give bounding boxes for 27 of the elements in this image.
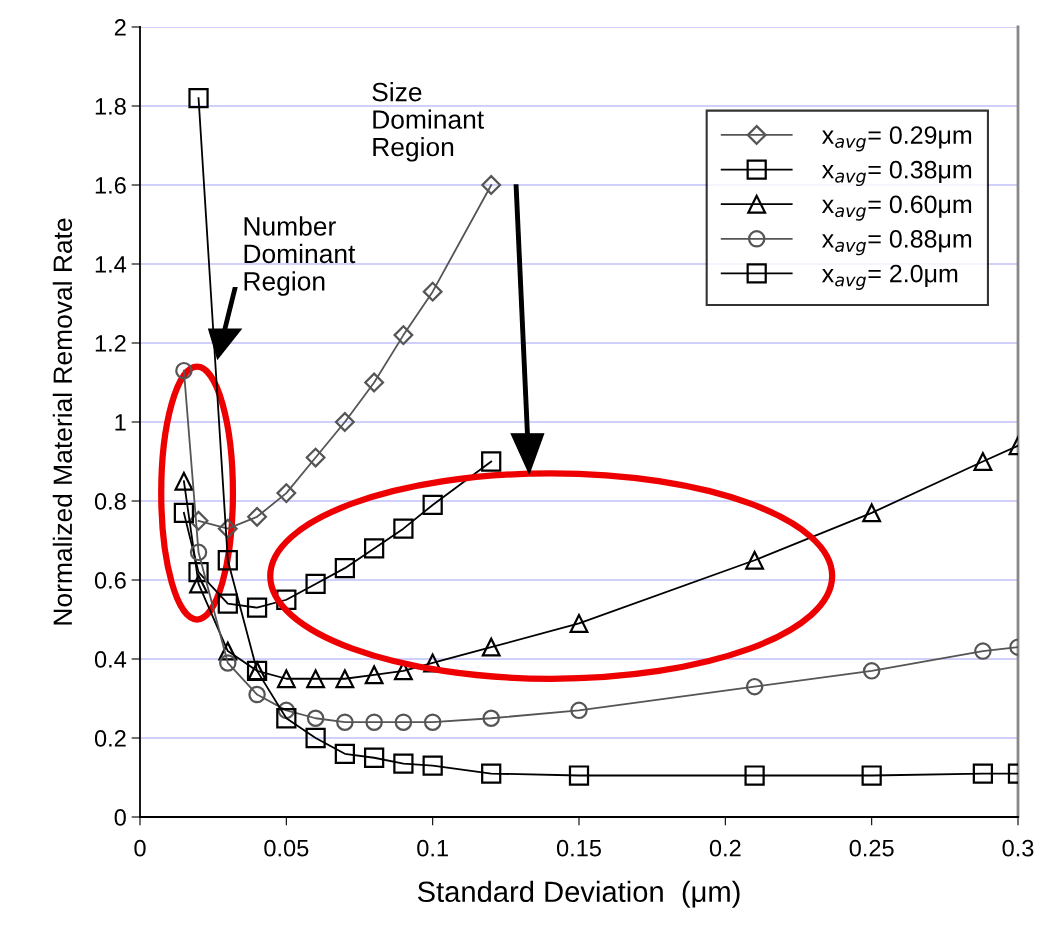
x-tick-label: 0.15: [556, 839, 601, 857]
legend-label: x$_{avg}$= 2.0μm: [821, 264, 958, 290]
y-tick-label: 1.2: [95, 335, 126, 352]
y-tick-label: 1.4: [95, 256, 127, 273]
legend-label: x$_{avg}$= 0.88μm: [821, 230, 972, 256]
x-tick-label: 0.2: [709, 839, 741, 857]
x-tick-label: 0: [134, 839, 146, 857]
y-tick-label: 2: [114, 19, 126, 36]
x-tick-label: 0.25: [849, 839, 894, 857]
legend-label: x$_{avg}$= 0.29μm: [821, 126, 972, 152]
y-axis-title: Normalized Material Removal Rate: [52, 218, 73, 625]
legend-label: x$_{avg}$= 0.60μm: [821, 195, 972, 221]
x-tick-label: 0.3: [1002, 839, 1034, 857]
y-tick-label: 0.8: [94, 493, 126, 510]
y-tick-label: 0.6: [94, 572, 126, 589]
legend-label: x$_{avg}$= 0.38μm: [821, 160, 972, 187]
annotation: Number Dominant Region: [244, 216, 356, 296]
x-axis-title: Standard Deviation (μm): [417, 880, 740, 908]
y-tick-label: 1: [115, 414, 126, 431]
x-tick-label: 0.05: [264, 839, 309, 857]
y-tick-label: 0: [114, 809, 126, 826]
x-tick-label: 0.1: [417, 839, 448, 857]
y-tick-label: 1.8: [95, 98, 126, 115]
y-tick-label: 0.2: [94, 730, 126, 747]
y-tick-label: 0.4: [94, 651, 127, 668]
annotation: Size Dominant Region: [372, 82, 484, 162]
y-tick-label: 1.6: [95, 177, 126, 194]
